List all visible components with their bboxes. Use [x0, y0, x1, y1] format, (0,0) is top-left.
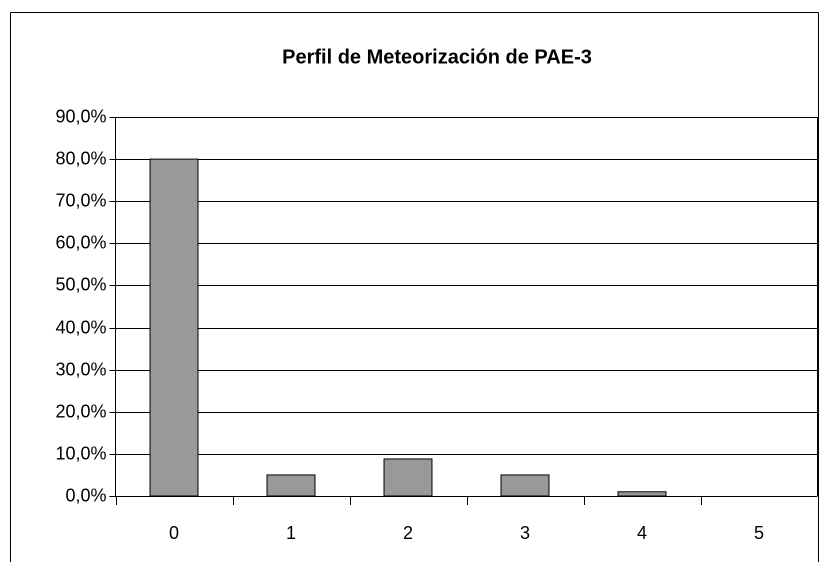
x-tick-label: 3 — [520, 523, 530, 543]
y-tick-label: 40,0% — [55, 317, 106, 337]
x-tick-label: 4 — [637, 523, 647, 543]
bar — [617, 491, 667, 497]
y-tick-label: 80,0% — [55, 148, 106, 168]
bar — [266, 474, 316, 497]
x-tick-label: 2 — [403, 523, 413, 543]
x-tick-label: 1 — [286, 523, 296, 543]
chart-title: Perfil de Meteorización de PAE-3 — [282, 46, 592, 68]
y-tick-label: 70,0% — [55, 190, 106, 210]
y-tick-label: 0,0% — [65, 485, 106, 505]
bar — [149, 158, 199, 497]
bar — [500, 474, 550, 497]
x-tick-label: 0 — [169, 523, 179, 543]
x-tick-label: 5 — [754, 523, 764, 543]
y-tick-label: 50,0% — [55, 274, 106, 294]
y-tick-label: 30,0% — [55, 359, 106, 379]
y-tick-label: 10,0% — [55, 443, 106, 463]
bar — [383, 458, 433, 497]
y-tick-label: 20,0% — [55, 401, 106, 421]
y-tick-label: 90,0% — [55, 106, 106, 126]
y-tick-label: 60,0% — [55, 232, 106, 252]
